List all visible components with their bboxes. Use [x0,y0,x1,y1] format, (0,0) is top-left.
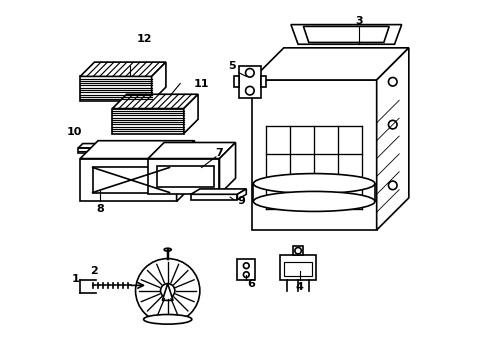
Circle shape [387,77,396,86]
Text: 10: 10 [67,127,82,137]
Polygon shape [190,194,237,200]
Polygon shape [251,80,376,230]
Polygon shape [80,158,176,202]
Circle shape [387,181,396,190]
Polygon shape [78,148,103,153]
Polygon shape [112,94,198,109]
Text: 8: 8 [96,203,103,213]
Circle shape [160,284,175,298]
Text: 9: 9 [237,197,244,206]
Circle shape [243,263,248,269]
Polygon shape [260,76,265,87]
Circle shape [135,258,200,323]
Ellipse shape [253,174,374,194]
Polygon shape [157,166,214,187]
Polygon shape [290,24,401,44]
Polygon shape [280,255,315,280]
Ellipse shape [143,315,191,324]
Circle shape [245,86,254,95]
Circle shape [245,68,254,77]
Polygon shape [80,76,151,102]
Text: 4: 4 [295,282,303,292]
Text: 5: 5 [228,61,235,71]
Polygon shape [80,141,194,158]
Polygon shape [112,109,183,134]
Polygon shape [376,48,408,230]
Polygon shape [219,143,235,194]
Text: 3: 3 [354,16,362,26]
Polygon shape [162,284,173,300]
Polygon shape [251,48,408,80]
Polygon shape [151,62,165,102]
Polygon shape [93,167,169,193]
Polygon shape [303,26,388,42]
Polygon shape [233,76,239,87]
Polygon shape [176,141,194,202]
Polygon shape [292,246,303,255]
Text: 11: 11 [193,78,209,89]
Polygon shape [103,144,107,153]
Circle shape [294,248,301,254]
Polygon shape [148,158,219,194]
Circle shape [243,272,248,278]
Polygon shape [283,262,312,276]
Ellipse shape [253,192,374,211]
Polygon shape [237,258,255,280]
Text: 1: 1 [72,274,80,284]
Text: 7: 7 [215,148,223,158]
Polygon shape [183,94,198,134]
Polygon shape [148,143,235,158]
Circle shape [387,120,396,129]
Polygon shape [190,189,246,194]
Polygon shape [239,66,260,98]
Polygon shape [78,144,107,148]
Ellipse shape [164,248,171,251]
Text: 6: 6 [247,279,255,289]
Text: 12: 12 [137,34,152,44]
Polygon shape [80,62,165,76]
Polygon shape [237,189,246,200]
Text: 2: 2 [90,266,98,276]
